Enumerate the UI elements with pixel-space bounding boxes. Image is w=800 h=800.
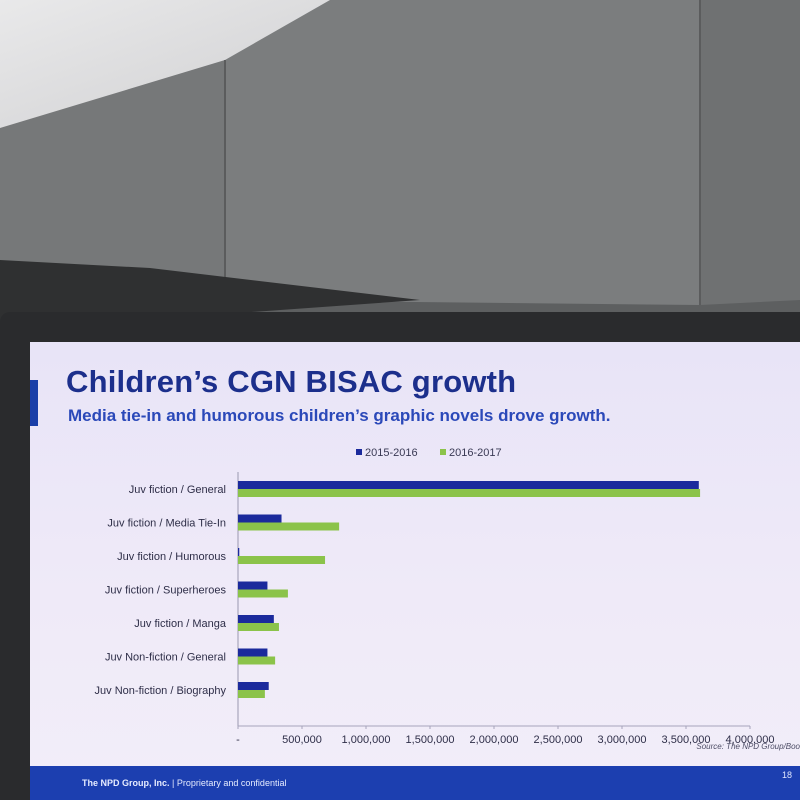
x-tick-label: -	[236, 734, 240, 746]
bar-2015-2016	[238, 514, 282, 523]
title-accent-bar	[30, 380, 38, 426]
category-label: Juv fiction / Media Tie-In	[107, 518, 226, 530]
category-label: Juv Non-fiction / General	[105, 652, 226, 664]
x-tick-label: 1,500,000	[406, 734, 455, 746]
bar-2016-2017	[238, 522, 340, 531]
x-tick-label: 2,500,000	[534, 734, 583, 746]
footer-note: Proprietary and confidential	[176, 778, 287, 788]
x-tick-label: 4,000,000	[726, 734, 775, 746]
bar-2015-2016	[238, 581, 268, 590]
legend-label-1: 2015-2016	[365, 447, 418, 459]
presentation-slide: Children’s CGN BISAC growth Media tie-in…	[30, 342, 800, 800]
x-tick-label: 1,000,000	[342, 734, 391, 746]
bar-2015-2016	[238, 481, 699, 489]
category-label: Juv fiction / Manga	[134, 618, 227, 630]
slide-title: Children’s CGN BISAC growth	[66, 364, 517, 399]
bar-2015-2016	[238, 682, 269, 690]
bar-2016-2017	[238, 623, 279, 631]
legend-swatch-2	[440, 449, 446, 455]
category-label: Juv fiction / Superheroes	[105, 585, 227, 597]
bar-2016-2017	[238, 556, 326, 564]
bar-2015-2016	[238, 648, 268, 657]
footer-separator: |	[172, 778, 175, 788]
x-tick-label: 500,000	[282, 734, 322, 746]
bar-2015-2016	[238, 548, 240, 556]
category-label: Juv Non-fiction / Biography	[95, 685, 227, 697]
x-tick-label: 3,500,000	[662, 734, 711, 746]
bar-2016-2017	[238, 690, 265, 698]
x-tick-label: 3,000,000	[598, 734, 647, 746]
category-label: Juv fiction / General	[129, 484, 226, 496]
bar-2016-2017	[238, 656, 276, 665]
legend-swatch-1	[356, 449, 362, 455]
slide-subtitle: Media tie-in and humorous children’s gra…	[68, 406, 611, 425]
footer-company: The NPD Group, Inc.	[82, 778, 170, 788]
bar-2015-2016	[238, 615, 274, 623]
x-tick-label: 2,000,000	[470, 734, 519, 746]
page-number: 18	[781, 770, 792, 780]
source-note: Source: The NPD Group/Boo	[696, 742, 800, 751]
slide-footer: The NPD Group, Inc. | Proprietary and co…	[30, 766, 800, 800]
legend-label-2: 2016-2017	[449, 447, 502, 459]
bar-2016-2017	[238, 489, 701, 497]
footer-text: The NPD Group, Inc. | Proprietary and co…	[82, 778, 286, 788]
bar-chart: 2015-2016 2016-2017 Juv fiction / General J…	[95, 447, 775, 746]
bar-2016-2017	[238, 589, 288, 598]
category-label: Juv fiction / Humorous	[117, 551, 226, 563]
